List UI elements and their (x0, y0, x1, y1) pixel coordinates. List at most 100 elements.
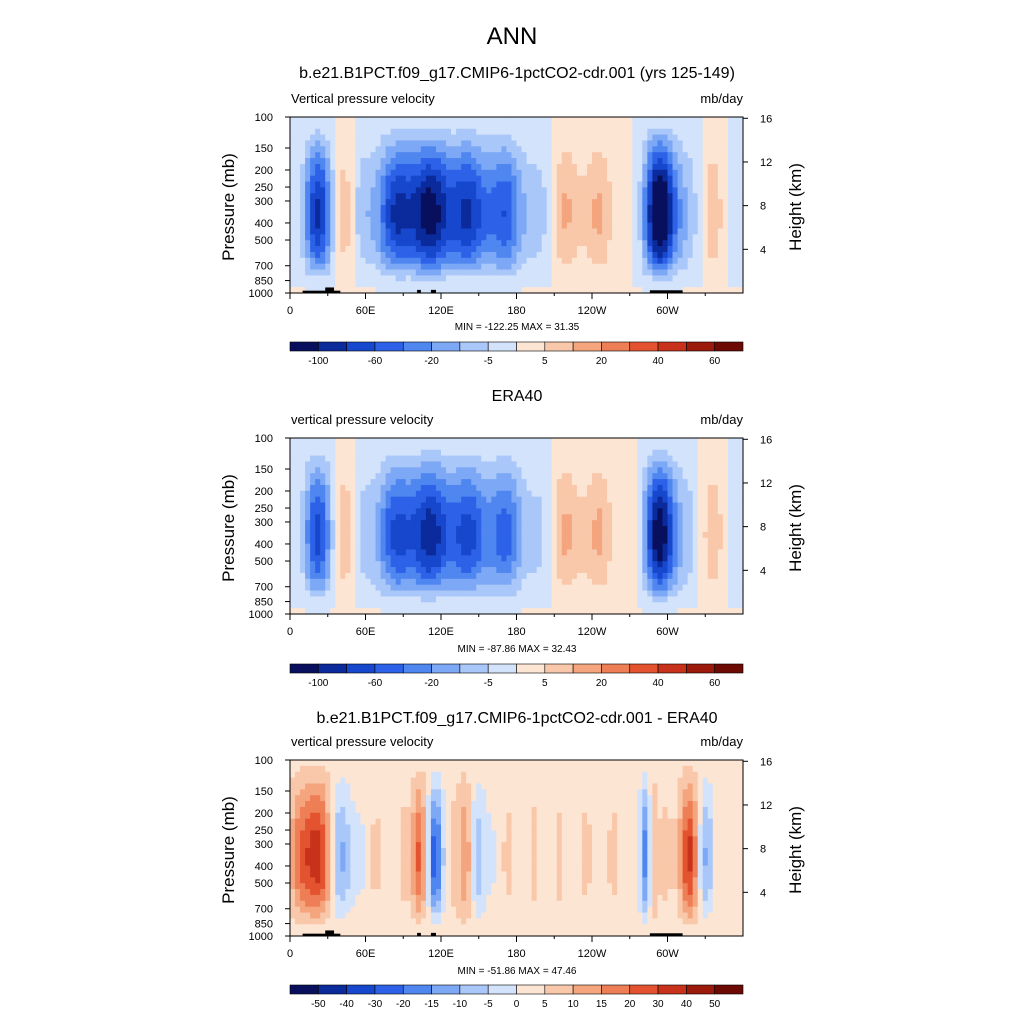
heatmap-cell (642, 246, 648, 253)
heatmap-cell (586, 438, 593, 445)
heatmap-cell (375, 251, 382, 259)
heatmap-cell (350, 549, 357, 556)
heatmap-cell (521, 449, 528, 457)
heatmap-cell (637, 199, 643, 206)
heatmap-cell (405, 205, 412, 212)
heatmap-cell (385, 555, 392, 562)
heatmap-cell (501, 531, 508, 539)
heatmap-cell (441, 117, 447, 124)
heatmap-cell (451, 199, 457, 206)
heatmap-cell (315, 608, 321, 615)
heatmap-cell (425, 169, 432, 177)
heatmap-cell (642, 240, 648, 247)
heatmap-cell (315, 496, 321, 504)
heatmap-cell (556, 175, 563, 183)
heatmap-cell (602, 257, 608, 265)
heatmap-cell (627, 181, 633, 188)
heatmap-cell (566, 479, 573, 486)
heatmap-cell (501, 263, 508, 271)
heatmap-cell (365, 467, 372, 474)
heatmap-cell (647, 520, 653, 527)
heatmap-cell (652, 490, 659, 498)
heatmap-cell (380, 508, 387, 515)
heatmap-cell (642, 193, 648, 200)
heatmap-cell (335, 567, 341, 574)
heatmap-cell (365, 240, 372, 247)
heatmap-cell (471, 193, 477, 200)
heatmap-cell (295, 175, 301, 183)
heatmap-cell (441, 246, 447, 253)
heatmap-cell (737, 222, 744, 230)
heatmap-cell (501, 443, 508, 451)
heatmap-cell (732, 158, 739, 165)
heatmap-cell (566, 158, 573, 165)
heatmap-cell (637, 455, 643, 463)
heatmap-cell (405, 561, 412, 568)
heatmap-cell (612, 163, 618, 171)
heatmap-cell (612, 216, 618, 224)
heatmap-cell (657, 152, 664, 159)
heatmap-cell (315, 181, 321, 188)
heatmap-cell (491, 128, 497, 136)
heatmap-cell (491, 555, 497, 562)
heatmap-cell (300, 210, 306, 218)
heatmap-cell (486, 449, 492, 457)
heatmap-cell (476, 128, 482, 136)
heatmap-cell (290, 158, 296, 165)
heatmap-cell (632, 210, 638, 218)
heatmap-cell (627, 152, 633, 159)
heatmap-cell (451, 222, 457, 230)
heatmap-cell (395, 181, 402, 188)
heatmap-cell (395, 531, 402, 539)
heatmap-cell (702, 146, 709, 153)
heatmap-cell (531, 549, 538, 556)
heatmap-cell (642, 443, 648, 451)
heatmap-cell (335, 461, 341, 468)
heatmap-cell (617, 455, 623, 463)
heatmap-cell (390, 117, 397, 124)
heatmap-cell (295, 449, 301, 457)
heatmap-cell (617, 169, 623, 177)
heatmap-cell (707, 275, 714, 282)
heatmap-cell (300, 228, 306, 235)
heatmap-cell (310, 263, 316, 271)
heatmap-cell (521, 526, 528, 533)
heatmap-cell (370, 455, 377, 463)
heatmap-cell (692, 140, 699, 147)
heatmap-cell (521, 531, 528, 539)
heatmap-cell (712, 169, 719, 177)
heatmap-cell (405, 234, 412, 241)
heatmap-cell (400, 240, 407, 247)
heatmap-cell (642, 490, 648, 498)
heatmap-cell (400, 461, 407, 468)
heatmap-cell (461, 158, 467, 165)
heatmap-cell (516, 496, 523, 504)
heatmap-cell (632, 496, 638, 504)
heatmap-cell (471, 287, 477, 294)
heatmap-cell (315, 169, 321, 177)
heatmap-cell (702, 122, 709, 130)
heatmap-cell (451, 520, 457, 527)
heatmap-cell (617, 234, 623, 241)
heatmap-cell (375, 181, 382, 188)
heatmap-cell (330, 479, 336, 486)
heatmap-cell (612, 117, 618, 124)
heatmap-cell (592, 578, 598, 586)
heatmap-cell (692, 181, 699, 188)
heatmap-cell (405, 275, 412, 282)
heatmap-cell (571, 484, 578, 492)
heatmap-cell (697, 216, 704, 224)
heatmap-cell (390, 281, 397, 288)
heatmap-cell (295, 146, 301, 153)
heatmap-cell (410, 537, 417, 545)
heatmap-cell (481, 257, 487, 265)
heatmap-cell (511, 467, 518, 474)
heatmap-cell (330, 473, 336, 480)
y-right-tick-label: 4 (760, 244, 766, 256)
heatmap-cell (707, 134, 714, 142)
heatmap-cell (602, 146, 608, 153)
heatmap-cell (622, 578, 628, 586)
heatmap-cell (597, 181, 603, 188)
heatmap-cell (516, 537, 523, 545)
heatmap-cell (556, 140, 563, 147)
